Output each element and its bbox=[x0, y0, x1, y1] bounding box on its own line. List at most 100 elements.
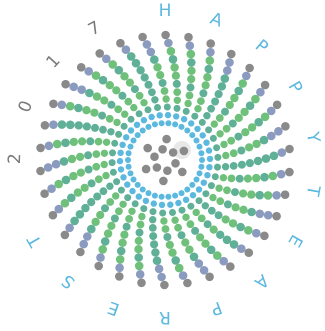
spiral-dot bbox=[182, 213, 190, 221]
spiral-dot bbox=[216, 230, 225, 239]
spiral-dot bbox=[59, 157, 69, 166]
spiral-dot bbox=[207, 206, 216, 215]
spiral-dot bbox=[110, 214, 119, 223]
spiral-dot bbox=[161, 30, 170, 40]
core-dot bbox=[152, 163, 162, 172]
spiral-dot bbox=[67, 154, 77, 164]
spiral-dot bbox=[244, 248, 254, 257]
spiral-dot bbox=[40, 189, 49, 198]
spiral-dot bbox=[52, 139, 62, 149]
spiral-dot bbox=[169, 209, 176, 216]
spiral-dot bbox=[127, 143, 134, 150]
spiral-dot bbox=[107, 100, 116, 109]
spiral-dot bbox=[128, 207, 136, 215]
spiral-dot bbox=[223, 186, 231, 195]
spiral-dot bbox=[119, 141, 126, 148]
spiral-dot bbox=[209, 225, 218, 234]
spiral-dot bbox=[182, 196, 190, 203]
spiral-dot bbox=[160, 217, 168, 225]
spiral-dot bbox=[214, 211, 223, 220]
spiral-dot bbox=[81, 203, 90, 213]
spiral-dot bbox=[105, 114, 114, 123]
spiral-dot bbox=[230, 93, 239, 103]
spiral-dot bbox=[49, 99, 58, 109]
spiral-dot bbox=[139, 127, 146, 134]
spiral-dot bbox=[213, 144, 221, 152]
spiral-dot bbox=[154, 264, 164, 274]
spiral-dot bbox=[96, 210, 105, 220]
spiral-dot bbox=[151, 96, 159, 104]
spiral-dot bbox=[238, 79, 247, 88]
spiral-dot bbox=[164, 38, 173, 48]
spiral-dot bbox=[125, 157, 131, 163]
spiral-dot bbox=[145, 190, 152, 197]
spiral-dot bbox=[82, 106, 91, 115]
spiral-dot bbox=[127, 115, 135, 123]
spiral-dot bbox=[247, 207, 256, 217]
spiral-dot bbox=[222, 235, 232, 245]
spiral-dot bbox=[135, 270, 145, 279]
spiral-dot bbox=[185, 245, 194, 254]
spiral-dot bbox=[159, 209, 167, 217]
spiral-dot bbox=[113, 178, 121, 186]
spiral-dot bbox=[163, 233, 172, 241]
spiral-dot bbox=[134, 181, 141, 188]
spiral-dot bbox=[156, 112, 163, 119]
spiral-dot bbox=[148, 224, 157, 232]
spiral-dot bbox=[54, 179, 63, 189]
spiral-dot bbox=[66, 120, 75, 130]
spiral-dot bbox=[91, 71, 101, 80]
spiral-dot bbox=[234, 132, 243, 141]
spiral-dot bbox=[269, 151, 279, 161]
spiral-dot bbox=[252, 173, 261, 183]
spiral-dot bbox=[267, 131, 276, 141]
spiral-dot bbox=[138, 212, 146, 221]
spiral-dot bbox=[234, 113, 243, 122]
spiral-dot bbox=[268, 171, 278, 181]
spiral-dot bbox=[225, 100, 234, 110]
ring-letter: E bbox=[105, 297, 122, 319]
spiral-dot bbox=[187, 58, 196, 67]
spiral-dot bbox=[171, 71, 180, 80]
spiral-dot bbox=[240, 107, 249, 117]
spiral-dot bbox=[206, 164, 213, 171]
spiral-dot bbox=[79, 239, 88, 249]
spiral-dot bbox=[260, 112, 270, 122]
spiral-dot bbox=[117, 166, 125, 173]
spiral-dot bbox=[158, 120, 165, 127]
spiral-dot bbox=[153, 63, 162, 72]
spiral-dot bbox=[134, 261, 144, 271]
spiral-dot bbox=[263, 210, 273, 220]
spiral-dot bbox=[43, 163, 53, 172]
spiral-dot bbox=[113, 118, 121, 127]
spiral-dot bbox=[92, 92, 102, 101]
spiral-dot bbox=[94, 261, 103, 271]
core-dot bbox=[150, 152, 159, 161]
spiral-dot bbox=[173, 104, 181, 112]
spiral-dot bbox=[150, 240, 159, 249]
spiral-dot bbox=[84, 151, 93, 160]
spiral-dot bbox=[87, 224, 96, 234]
spiral-dot bbox=[98, 111, 107, 120]
spiral-dot bbox=[151, 192, 158, 199]
spiral-dot bbox=[57, 120, 67, 129]
spiral-dot bbox=[124, 97, 133, 106]
spiral-dot bbox=[189, 132, 196, 139]
spiral-dot bbox=[91, 123, 99, 132]
spiral-dot bbox=[120, 72, 129, 81]
spiral-dot bbox=[82, 122, 91, 131]
spiral-dot bbox=[198, 118, 206, 126]
spiral-dot bbox=[115, 207, 123, 216]
spiral-dot bbox=[203, 139, 210, 146]
spiral-dot bbox=[166, 46, 176, 56]
spiral-dot bbox=[109, 168, 117, 176]
core-dot bbox=[179, 146, 189, 156]
spiral-dot bbox=[197, 97, 205, 105]
spiral-dot bbox=[69, 137, 79, 147]
spiral-dot bbox=[285, 144, 294, 154]
spiral-dot bbox=[188, 120, 195, 127]
core-dot bbox=[162, 134, 171, 144]
spiral-dot bbox=[185, 41, 195, 50]
spiral-dot bbox=[194, 105, 202, 113]
spiral-dot bbox=[237, 160, 246, 169]
